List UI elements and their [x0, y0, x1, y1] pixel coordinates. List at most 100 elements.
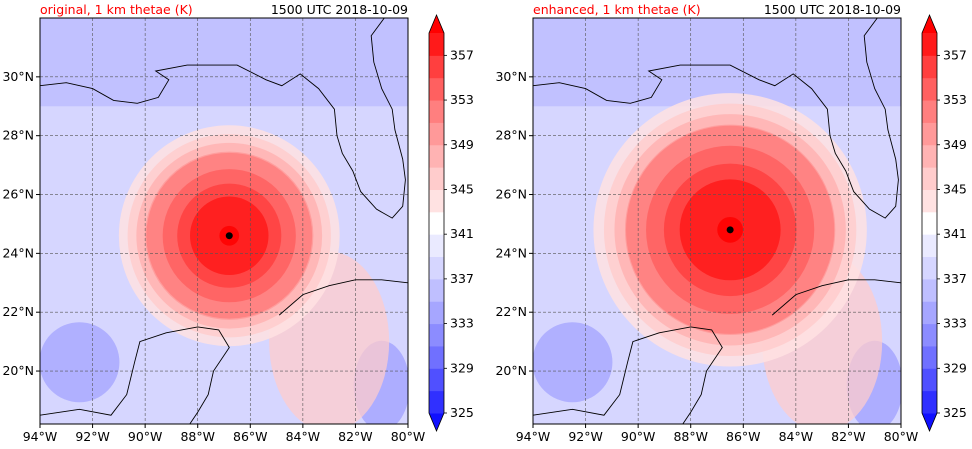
lat-tick-label: 28°N [495, 128, 527, 143]
colorbar-segment [429, 345, 444, 369]
colorbar-segment [922, 323, 937, 347]
lon-tick-label: 94°W [23, 429, 58, 444]
colorbar-segment [429, 122, 444, 146]
lat-tick-label: 24°N [2, 245, 34, 260]
colorbar-segment [922, 55, 937, 79]
left-map-chart: 94°W 92°W 90°W 88°W 86°W 84°W 82°W 80°W 20°N 22°N… [2, 13, 474, 444]
field-northern-band [533, 18, 901, 107]
right-panel: enhanced, 1 km thetae (K) 1500 UTC 2018-… [493, 0, 972, 449]
colorbar-tick-label: 333 [943, 316, 967, 331]
lon-tick-label: 88°W [180, 429, 215, 444]
lat-tick-label: 30°N [2, 69, 34, 84]
lon-tick-label: 80°W [884, 429, 919, 444]
lon-tick-label: 90°W [128, 429, 163, 444]
coastline-yucatan [533, 326, 723, 424]
colorbar-tick-label: 341 [943, 226, 967, 241]
lon-tick-label: 80°W [391, 429, 426, 444]
colorbar-tick-label: 341 [450, 226, 474, 241]
map-field [533, 18, 901, 424]
colorbar-segment [429, 55, 444, 79]
lat-tick-label: 24°N [495, 245, 527, 260]
lon-tick-label: 86°W [233, 429, 268, 444]
colorbar-segment [922, 77, 937, 101]
colorbar-segment [429, 234, 444, 258]
colorbar-segment [429, 33, 444, 56]
colorbar-segment [429, 189, 444, 213]
left-panel: original, 1 km thetae (K) 1500 UTC 2018-… [2, 2, 474, 444]
colorbar-segment [429, 278, 444, 302]
colorbar-tick-label: 353 [450, 92, 474, 107]
lat-tick-label: 22°N [2, 304, 34, 319]
lat-tick-label: 22°N [495, 304, 527, 319]
lat-tick-label: 20°N [495, 363, 527, 378]
lon-tick-label: 84°W [779, 429, 814, 444]
right-panel-title: enhanced, 1 km thetae (K) [533, 2, 701, 17]
right-map-chart: 94°W 92°W 90°W 88°W 86°W 84°W 82°W 80°W 20°N 22°N… [495, 13, 967, 444]
colorbar-segment [429, 256, 444, 280]
colorbar-segment [922, 345, 937, 369]
field-northern-band [40, 18, 408, 107]
colorbar-segment [429, 390, 444, 414]
colorbar-segment [922, 33, 937, 56]
colorbar-segment [429, 77, 444, 101]
colorbar: 325 329 333 337 341 345 349 353 357 [921, 13, 967, 433]
map-field [40, 18, 408, 424]
colorbar-segment [922, 167, 937, 190]
colorbar-tick-label: 349 [450, 137, 474, 152]
colorbar-tick-label: 329 [943, 360, 967, 375]
colorbar-tick-label: 325 [450, 405, 474, 420]
colorbar-segment [922, 211, 937, 235]
colorbar-tick-label: 357 [943, 47, 967, 62]
lon-tick-label: 82°W [831, 429, 866, 444]
coastline-gulf [40, 18, 406, 219]
colorbar-segment [922, 368, 937, 392]
lat-tick-label: 26°N [495, 187, 527, 202]
coastline-cuba [278, 279, 408, 316]
colorbar-segment [922, 301, 937, 325]
left-panel-title: original, 1 km thetae (K) [40, 2, 193, 17]
storm-center-marker [726, 226, 734, 234]
colorbar-tick-label: 345 [450, 181, 474, 196]
colorbar-tick-label: 345 [943, 181, 967, 196]
colorbar-tick-label: 333 [450, 316, 474, 331]
colorbar: 325 329 333 337 341 345 349 353 357 [428, 13, 474, 433]
map-frame [39, 17, 409, 425]
lat-tick-label: 30°N [495, 69, 527, 84]
storm-center-marker [225, 232, 233, 240]
colorbar-segment [922, 189, 937, 213]
colorbar-segment [429, 144, 444, 168]
colorbar-tick-label: 337 [450, 271, 474, 286]
right-panel-time: 1500 UTC 2018-10-09 [763, 2, 901, 17]
colorbar-max-extension [922, 15, 937, 33]
coastline-cuba [771, 279, 901, 316]
lat-tick-label: 20°N [2, 363, 34, 378]
lon-tick-label: 86°W [726, 429, 761, 444]
colorbar-segment [922, 234, 937, 258]
coastline-yucatan [40, 326, 230, 424]
colorbar-segment [922, 122, 937, 146]
colorbar-tick-label: 357 [450, 47, 474, 62]
colorbar-tick-label: 329 [450, 360, 474, 375]
colorbar-segment [429, 167, 444, 190]
colorbar-segment [429, 301, 444, 325]
lat-tick-label: 28°N [2, 128, 34, 143]
left-panel-time: 1500 UTC 2018-10-09 [270, 2, 408, 17]
lon-tick-label: 88°W [673, 429, 708, 444]
colorbar-min-extension [429, 413, 444, 431]
colorbar-segment [922, 100, 937, 123]
lon-tick-label: 92°W [75, 429, 110, 444]
lon-tick-label: 94°W [516, 429, 551, 444]
lon-tick-label: 82°W [338, 429, 373, 444]
colorbar-segment [429, 100, 444, 123]
colorbar-segment [429, 323, 444, 347]
colorbar-tick-label: 325 [943, 405, 967, 420]
colorbar-segment [429, 211, 444, 235]
colorbar-segment [922, 278, 937, 302]
colorbar-tick-label: 349 [943, 137, 967, 152]
field-cold-patch-southwest [40, 322, 120, 403]
colorbar-tick-label: 353 [943, 92, 967, 107]
colorbar-segment [922, 256, 937, 280]
colorbar-segment [922, 390, 937, 414]
colorbar-segment [922, 144, 937, 168]
colorbar-max-extension [429, 15, 444, 33]
